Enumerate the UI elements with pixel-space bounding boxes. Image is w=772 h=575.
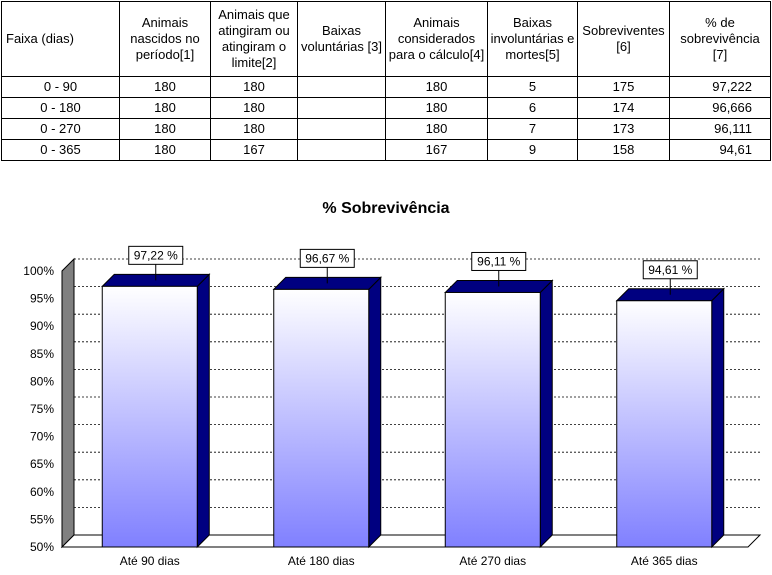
y-tick-label: 55% [30, 512, 54, 526]
cell-sobreviventes: 173 [577, 118, 670, 140]
cell-faixa: 0 - 365 [1, 139, 120, 161]
data-label: 96,67 % [305, 251, 349, 265]
data-label-box [471, 251, 527, 271]
y-tick-label: 80% [30, 374, 54, 388]
cell-limite: 180 [210, 76, 298, 98]
y-tick-label: 50% [30, 540, 54, 554]
x-tick-label: Até 365 dias [631, 554, 698, 568]
cell-sobreviventes: 158 [577, 139, 670, 161]
bar-side [368, 276, 382, 549]
bar-side [196, 273, 210, 549]
cell-faixa: 0 - 180 [1, 97, 120, 119]
data-label: 97,22 % [134, 248, 178, 262]
header-baixas-involuntarias: Baixas involuntárias e mortes[5] [487, 1, 578, 77]
y-tick-label: 70% [30, 430, 54, 444]
table-header-row: Faixa (dias) Animais nascidos no período… [1, 1, 771, 77]
data-label: 96,11 % [477, 254, 520, 268]
cell-faixa: 0 - 270 [1, 118, 120, 140]
data-label-box [128, 245, 184, 265]
y-tick-label: 95% [30, 292, 54, 306]
y-tick-label: 65% [30, 457, 54, 471]
bar-side [539, 279, 553, 549]
table-row: 0 - 180 180 180 180 6 174 96,666 [1, 97, 771, 119]
y-tick-label: 100% [23, 264, 54, 278]
bar [444, 291, 541, 548]
bar-side [711, 287, 725, 549]
x-tick-label: Até 180 dias [288, 554, 355, 568]
survival-table: Faixa (dias) Animais nascidos no período… [1, 1, 771, 161]
y-tick-label: 60% [30, 485, 54, 499]
cell-limite: 180 [210, 97, 298, 119]
cell-percent: 94,61 [669, 139, 771, 161]
cell-nascidos: 180 [119, 76, 211, 98]
header-baixas-voluntarias: Baixas voluntárias [3] [297, 1, 386, 77]
x-tick-label: Até 270 dias [459, 554, 526, 568]
bar [101, 285, 198, 548]
data-label-box [299, 248, 355, 268]
header-animais-limite: Animais que atingiram ou atingiram o lim… [210, 1, 298, 77]
y-tick-label: 90% [30, 319, 54, 333]
table-row: 0 - 365 180 167 167 9 158 94,61 [1, 139, 771, 161]
x-tick-label: Até 90 dias [120, 554, 180, 568]
y-tick-label: 85% [30, 347, 54, 361]
cell-limite: 167 [210, 139, 298, 161]
cell-baixas-involuntarias: 9 [487, 139, 578, 161]
bar [616, 300, 713, 548]
y-tick-label: 75% [30, 402, 54, 416]
bar [273, 288, 370, 548]
data-label: 94,61 % [648, 263, 692, 277]
chart-left-wall [61, 257, 75, 549]
header-faixa: Faixa (dias) [1, 1, 120, 77]
chart-title: % Sobrevivência [322, 200, 450, 217]
header-sobreviventes: Sobreviventes [6] [577, 1, 670, 77]
data-label-box [642, 260, 698, 280]
cell-considerados: 180 [385, 97, 488, 119]
header-animais-nascidos: Animais nascidos no período[1] [119, 1, 211, 77]
table-row: 0 - 90 180 180 180 5 175 97,222 [1, 76, 771, 98]
header-animais-considerados: Animais considerados para o cálculo[4] [385, 1, 488, 77]
